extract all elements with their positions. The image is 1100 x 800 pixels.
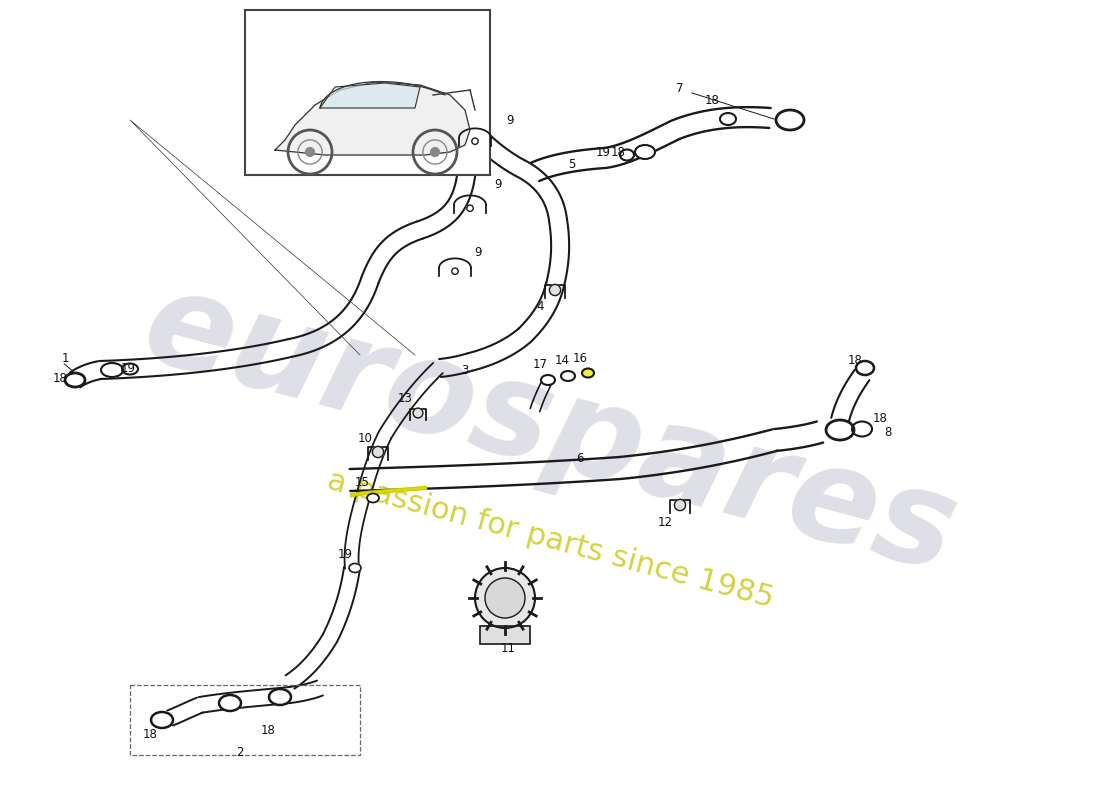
Ellipse shape xyxy=(65,373,85,387)
Ellipse shape xyxy=(826,420,854,440)
Text: 18: 18 xyxy=(705,94,719,106)
Bar xyxy=(480,626,530,644)
Ellipse shape xyxy=(720,113,736,125)
Text: 18: 18 xyxy=(610,146,626,158)
Circle shape xyxy=(485,578,525,618)
Circle shape xyxy=(472,138,478,145)
Ellipse shape xyxy=(219,695,241,711)
Text: 9: 9 xyxy=(494,178,502,191)
Text: 12: 12 xyxy=(658,515,672,529)
Bar xyxy=(245,10,490,175)
Text: 10: 10 xyxy=(358,431,373,445)
Text: 9: 9 xyxy=(474,246,482,258)
Bar xyxy=(480,626,530,644)
Text: 18: 18 xyxy=(261,723,275,737)
Ellipse shape xyxy=(776,110,804,130)
Ellipse shape xyxy=(541,375,556,385)
Text: 8: 8 xyxy=(884,426,892,438)
Circle shape xyxy=(466,205,473,211)
Ellipse shape xyxy=(151,712,173,728)
Text: 9: 9 xyxy=(506,114,514,126)
Text: a passion for parts since 1985: a passion for parts since 1985 xyxy=(323,466,777,614)
Circle shape xyxy=(452,268,459,274)
Text: 18: 18 xyxy=(143,729,157,742)
Text: 13: 13 xyxy=(397,391,412,405)
Text: 6: 6 xyxy=(576,451,584,465)
Ellipse shape xyxy=(367,494,380,502)
Text: 19: 19 xyxy=(595,146,610,158)
Ellipse shape xyxy=(856,361,875,375)
Text: 1: 1 xyxy=(62,351,68,365)
Text: 15: 15 xyxy=(354,477,370,490)
Circle shape xyxy=(674,499,685,510)
Ellipse shape xyxy=(852,422,872,437)
Ellipse shape xyxy=(349,563,361,573)
Ellipse shape xyxy=(561,371,575,381)
Bar xyxy=(130,685,360,755)
Ellipse shape xyxy=(620,150,634,161)
Text: 18: 18 xyxy=(848,354,862,366)
Polygon shape xyxy=(320,83,420,108)
Ellipse shape xyxy=(270,689,292,705)
Ellipse shape xyxy=(635,145,654,159)
Polygon shape xyxy=(275,82,470,155)
Text: 18: 18 xyxy=(872,411,888,425)
Text: 3: 3 xyxy=(461,363,469,377)
Circle shape xyxy=(414,408,422,418)
Circle shape xyxy=(549,284,561,296)
Text: eurospares: eurospares xyxy=(131,261,969,599)
Text: 17: 17 xyxy=(532,358,548,371)
Circle shape xyxy=(475,568,535,628)
Text: 4: 4 xyxy=(537,301,543,314)
Circle shape xyxy=(430,147,439,157)
Ellipse shape xyxy=(101,363,123,377)
Text: 16: 16 xyxy=(572,351,587,365)
Text: 18: 18 xyxy=(53,371,67,385)
Text: 5: 5 xyxy=(569,158,575,171)
Ellipse shape xyxy=(582,369,594,378)
Text: 2: 2 xyxy=(236,746,244,758)
Text: 7: 7 xyxy=(676,82,684,94)
Text: 19: 19 xyxy=(121,362,135,374)
Text: 19: 19 xyxy=(338,549,352,562)
Text: 14: 14 xyxy=(554,354,570,366)
Text: 11: 11 xyxy=(500,642,516,654)
Circle shape xyxy=(373,446,384,458)
Circle shape xyxy=(306,147,315,157)
Ellipse shape xyxy=(122,363,138,374)
